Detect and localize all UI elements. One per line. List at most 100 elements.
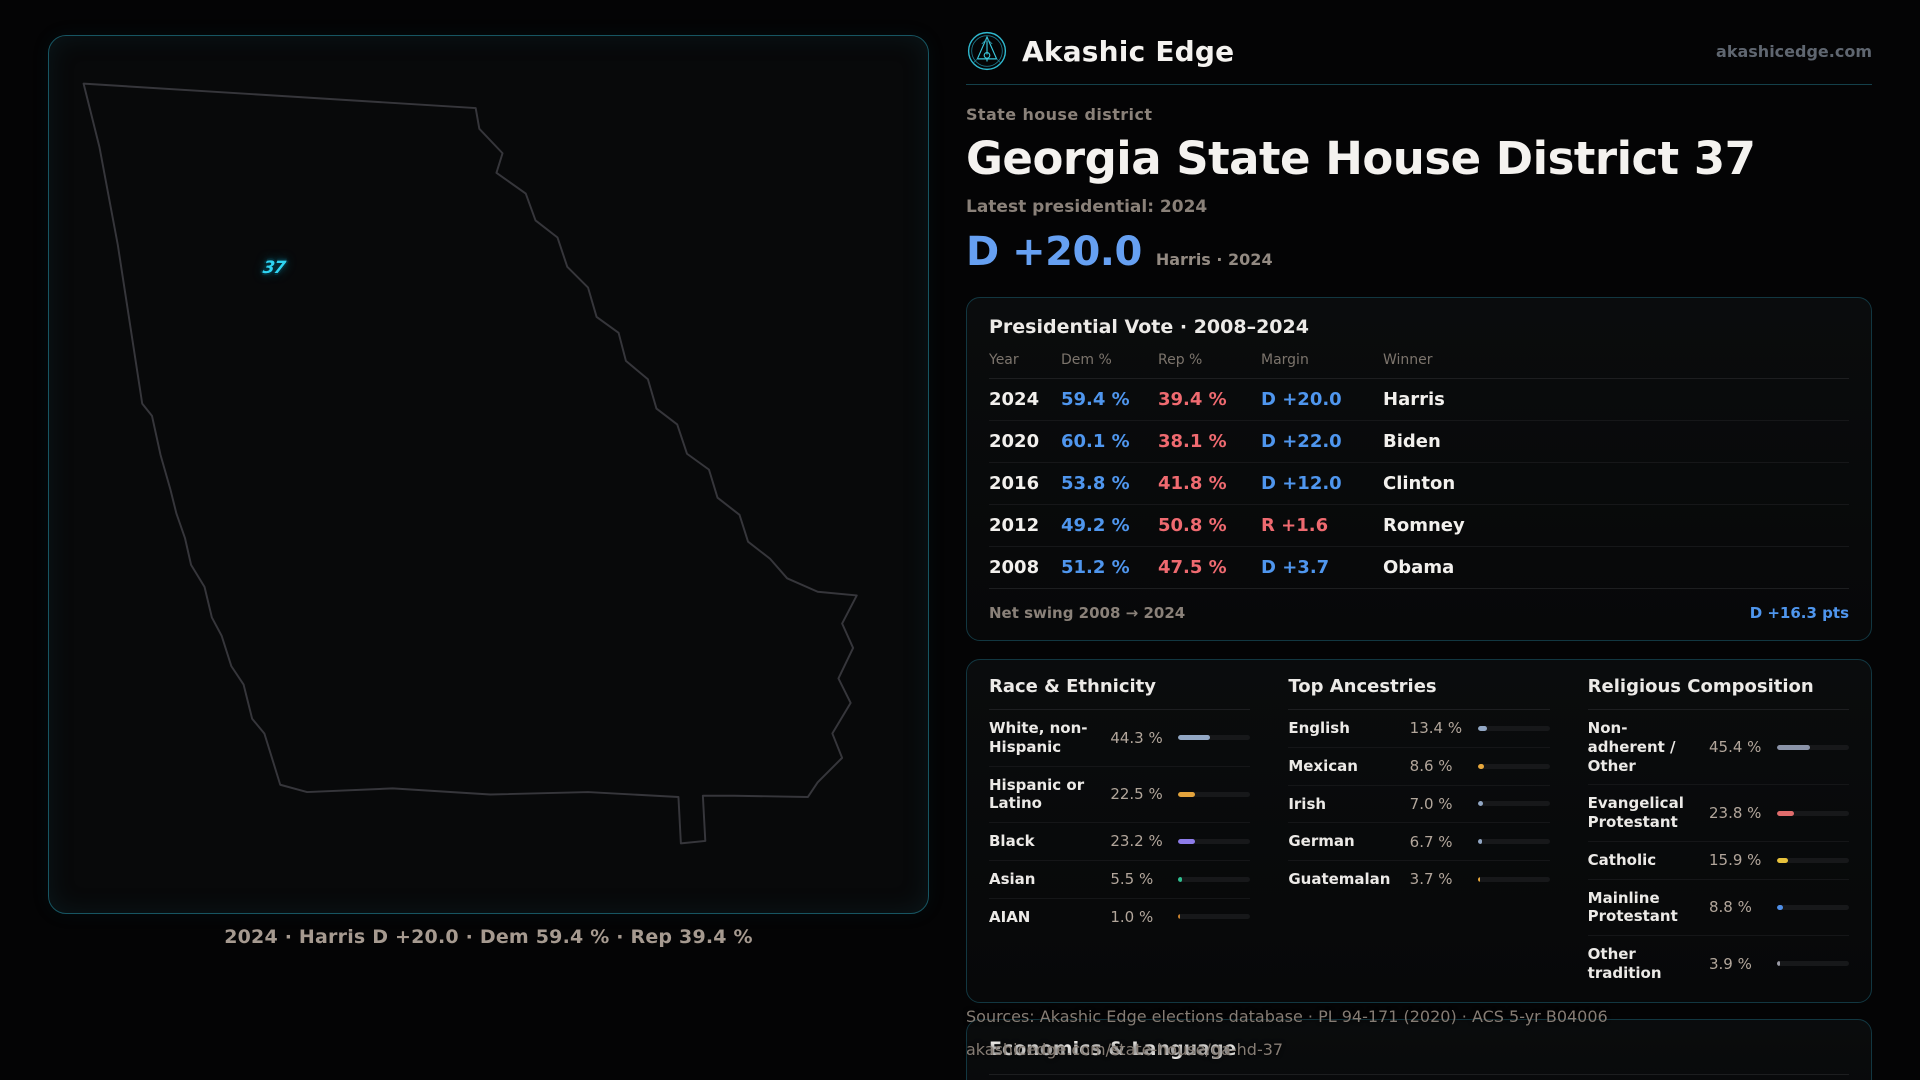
sources-footer: Sources: Akashic Edge elections database… [966,1000,1608,1066]
demographic-bar-fill [1178,914,1180,920]
demographic-row: Catholic 15.9 % [1587,842,1849,880]
vote-column-header: Dem % [1061,352,1112,368]
sources-line: Sources: Akashic Edge elections database… [966,1007,1608,1026]
net-swing-label: Net swing 2008 → 2024 [989,604,1186,622]
demographic-bar-track [1777,810,1849,816]
demographic-label: Black [989,832,1035,850]
brand-domain-link[interactable]: akashicedge.com [1716,41,1872,61]
demographic-value: 44.3 % [1110,728,1163,747]
vote-year: 2024 [989,389,1040,410]
headline-margin: D +20.0 Harris · 2024 [966,229,1872,275]
demographic-row: Mainline Protestant 8.8 % [1587,880,1849,936]
demographic-group: Top Ancestries English 13.4 % Mexican 8.6 % I… [1288,676,1550,992]
vote-year: 2008 [989,557,1040,578]
demographic-bar-fill [1777,744,1810,750]
demographic-value: 8.8 % [1709,898,1752,917]
demographic-bar-track [1477,876,1550,882]
vote-rep-pct: 38.1 % [1158,431,1227,452]
source-url-link[interactable]: akashicedge.com/state-house/ga-hd-37 [966,1040,1284,1059]
demographic-bar-fill [1477,801,1483,807]
demographic-value: 8.6 % [1409,757,1453,776]
demographic-bar-track [1178,914,1251,920]
demographic-group-title: Race & Ethnicity [989,676,1251,710]
demographic-label: White, non-Hispanic [989,719,1088,756]
georgia-outline-map [82,82,858,845]
vote-margin: D +3.7 [1261,557,1330,578]
demographic-bar-track [1178,791,1251,797]
state-map-panel: 37 [48,35,929,914]
demographic-bar-fill [1777,961,1780,967]
demographic-label: Other tradition [1587,945,1662,982]
vote-rep-pct: 50.8 % [1158,515,1227,536]
vote-margin: R +1.6 [1261,515,1329,536]
demographic-value: 5.5 % [1110,870,1154,889]
demographic-row: Guatemalan 3.7 % [1288,861,1550,898]
district-37-marker[interactable]: 37 [261,257,286,278]
demographic-label: Irish [1288,794,1327,813]
vote-column-header: Margin [1261,352,1309,368]
economics-card-title: Economics & Language [989,1037,1237,1060]
vote-dem-pct: 51.2 % [1061,557,1130,578]
demographic-label: Mainline Protestant [1587,888,1678,926]
header-divider [966,84,1872,85]
demographic-bar-track [1477,763,1550,769]
demographic-label: AIAN [989,907,1031,926]
vote-table-header: Year Dem % Rep % Margin Winner [989,352,1849,379]
district-type-kicker: State house district [966,105,1153,124]
demographic-group-title: Top Ancestries [1288,676,1550,710]
vote-winner: Harris [1383,389,1445,410]
vote-table-row: 2024 59.4 % 39.4 % D +20.0 Harris [989,379,1849,421]
demographic-row: Other tradition 3.9 % [1588,936,1849,992]
vote-year: 2016 [989,473,1040,494]
demographic-bar-fill [1178,876,1183,882]
demographic-value: 13.4 % [1409,719,1463,738]
vote-table-row: 2008 51.2 % 47.5 % D +3.7 Obama [989,547,1849,589]
vote-rep-pct: 47.5 % [1158,557,1227,578]
demographic-value: 23.2 % [1110,832,1163,851]
vote-winner: Obama [1383,557,1455,578]
demographic-value: 7.0 % [1409,794,1453,813]
demographic-bar-fill [1477,876,1481,882]
demographic-bar-track [1777,961,1849,967]
net-swing-row: Net swing 2008 → 2024 D +16.3 pts [989,602,1849,622]
vote-rep-pct: 41.8 % [1158,473,1227,494]
vote-margin: D +22.0 [1261,431,1342,452]
demographic-label: German [1288,832,1355,851]
vote-margin: D +20.0 [1261,389,1342,410]
vote-winner: Romney [1383,515,1465,536]
vote-table-body: 2024 59.4 % 39.4 % D +20.0 Harris 2020 60.1 % 3… [989,379,1849,589]
margin-value: D +20.0 [966,229,1142,275]
vote-dem-pct: 49.2 % [1061,515,1130,536]
demographic-bar-track [1477,801,1550,807]
presidential-vote-card: Presidential Vote · 2008–2024 Year Dem % R… [966,297,1872,641]
demographic-row: Asian 5.5 % [989,861,1251,899]
demographic-bar-track [1477,839,1550,845]
brand: Akashic Edge [966,30,1234,72]
demographic-bar-track [1178,838,1251,844]
vote-card-title: Presidential Vote · 2008–2024 [989,316,1309,338]
demographic-label: Non-adherent / Other [1587,719,1676,775]
demographic-group: Race & Ethnicity White, non-Hispanic 44.3 … [989,676,1251,992]
demographics-card: Race & Ethnicity White, non-Hispanic 44.3 … [966,659,1872,1003]
demographic-bar-fill [1777,857,1789,863]
vote-winner: Clinton [1383,473,1456,494]
vote-table-row: 2016 53.8 % 41.8 % D +12.0 Clinton [989,463,1849,505]
demographic-bar-fill [1178,791,1195,797]
demographic-row: AIAN 1.0 % [989,899,1251,936]
demographic-group-title: Religious Composition [1587,676,1849,710]
demographic-row: Black 23.2 % [989,823,1251,861]
vote-rep-pct: 39.4 % [1158,389,1227,410]
akashic-edge-logo-icon [967,31,1007,71]
demographic-label: Guatemalan [1288,870,1391,888]
demographic-row: Evangelical Protestant 23.8 % [1587,785,1849,842]
demographic-value: 3.7 % [1409,870,1453,889]
demographic-row: Mexican 8.6 % [1288,748,1550,786]
demographic-value: 22.5 % [1110,785,1163,804]
demographic-bar-fill [1777,810,1795,816]
demographic-bar-fill [1477,725,1488,731]
demographic-bar-fill [1178,838,1196,844]
demographic-label: Mexican [1288,756,1358,775]
vote-year: 2020 [989,431,1040,452]
vote-table-row: 2012 49.2 % 50.8 % R +1.6 Romney [989,505,1849,547]
demographic-bar-track [1178,735,1251,741]
